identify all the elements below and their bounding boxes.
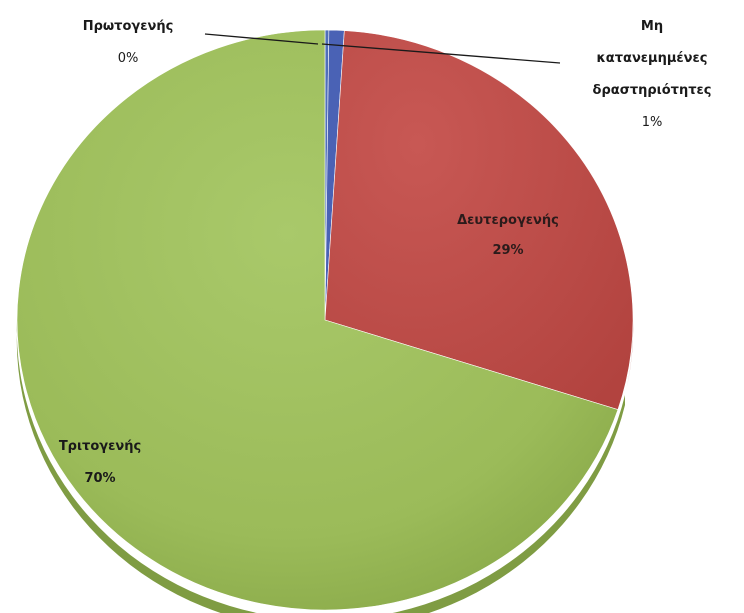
- leader-line-primary: [204, 33, 319, 45]
- label-unallocated-pct: 1%: [642, 115, 663, 130]
- label-primary-pct: 0%: [118, 51, 139, 66]
- label-secondary-name: Δευτερογενής: [457, 213, 559, 228]
- label-tertiary-pct: 70%: [84, 471, 115, 486]
- label-primary-name: Πρωτογενής: [83, 19, 174, 34]
- label-unallocated-line3: δραστηριότητες: [593, 83, 712, 98]
- label-unallocated-line1: Μη: [641, 19, 663, 34]
- slice-secondary: [324, 30, 634, 410]
- label-secondary-pct: 29%: [492, 243, 523, 258]
- label-unallocated-line2: κατανεμημένες: [597, 51, 708, 66]
- leader-line-unallocated: [321, 43, 561, 64]
- label-tertiary-name: Τριτογενής: [59, 439, 141, 454]
- slice-tertiary: [16, 29, 619, 611]
- pie-slices: [16, 29, 634, 611]
